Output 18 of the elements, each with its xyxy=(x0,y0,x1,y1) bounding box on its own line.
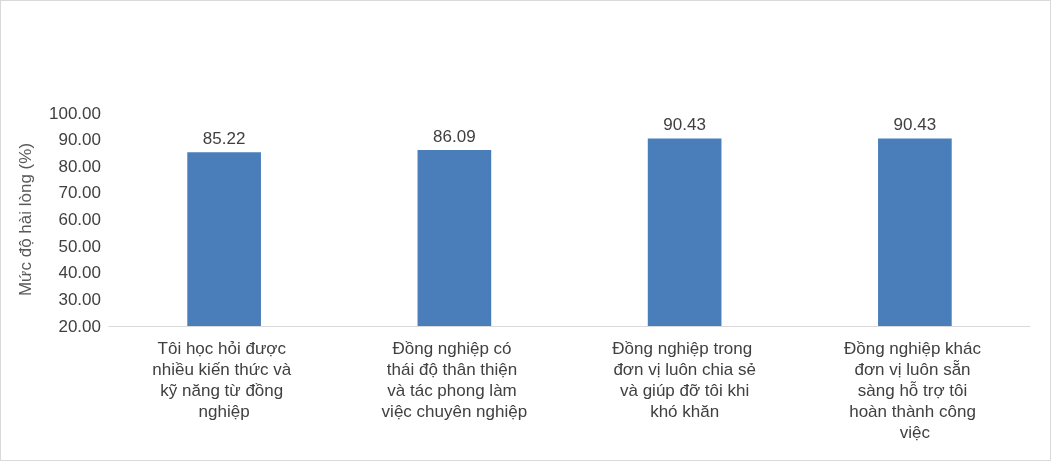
y-tick-label: 80.00 xyxy=(58,156,101,176)
data-label: 86.09 xyxy=(433,127,476,147)
y-tick-label: 70.00 xyxy=(58,183,101,203)
y-tick-label: 40.00 xyxy=(58,263,101,283)
y-tick-label: 20.00 xyxy=(58,316,101,336)
y-axis-title: Mức độ hài lòng (%) xyxy=(16,142,35,297)
data-label: 85.22 xyxy=(202,129,246,149)
x-tick-label: Đồng nghiệp khác đơn vị luôn sẵn sàng hỗ trợ tôi hoàn thành công việc xyxy=(843,339,986,442)
y-tick-label: 100.00 xyxy=(49,103,101,123)
x-tick-label: Đồng nghiệp trong đơn vị luôn chia sẻ và giúp đỡ tôi khi khó khăn xyxy=(612,339,757,421)
y-tick-label: 60.00 xyxy=(58,210,101,229)
x-tick-label: Tôi học hỏi được nhiều kiến thức và kỹ năng từ đồng nghiệp xyxy=(152,339,296,421)
y-tick-label: 50.00 xyxy=(58,236,101,256)
y-tick-label: 30.00 xyxy=(58,289,101,309)
data-label: 90.43 xyxy=(893,115,937,135)
y-tick-label: 90.00 xyxy=(58,130,101,150)
x-tick-label: Đồng nghiệp có thái độ thân thiện và tác phong làm việc chuyên nghiệp xyxy=(381,339,528,421)
data-label: 90.43 xyxy=(663,115,706,135)
